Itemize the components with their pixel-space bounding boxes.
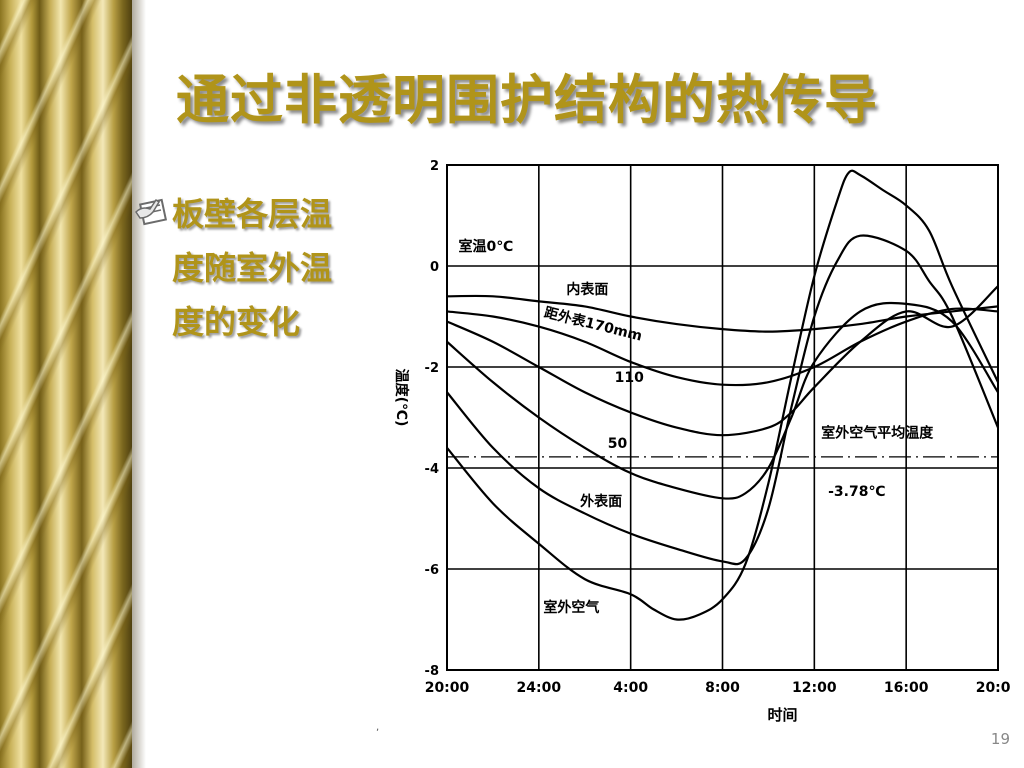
y-tick-label: 0 xyxy=(430,260,439,275)
series-line xyxy=(446,169,999,621)
y-tick-label: -2 xyxy=(425,361,439,376)
y-axis-label: 温度(℃) xyxy=(393,369,410,427)
bullet-line: 度的变化 xyxy=(172,303,301,341)
x-tick-label: 16:00 xyxy=(884,680,929,696)
reference-value-label: -3.78℃ xyxy=(828,484,885,500)
series-label: 110 xyxy=(615,370,644,386)
x-tick-label: 24:00 xyxy=(517,680,562,696)
x-axis-label: 时间 xyxy=(767,706,797,724)
series-label: 内表面 xyxy=(566,281,608,298)
bullet-line: 板壁各层温 xyxy=(172,195,333,233)
x-tick-label: 20:00 xyxy=(425,680,470,696)
series-line xyxy=(446,234,1000,566)
stray-mark: , xyxy=(376,722,380,733)
y-tick-label: 2 xyxy=(430,159,439,174)
x-tick-label: 4:00 xyxy=(613,680,648,696)
temperature-chart: 20:00 24:00 4:00 8:00 12:00 16:00 20:00 2 0 -2 -4 -… xyxy=(393,159,1010,724)
sidebar-shadow xyxy=(132,0,146,768)
series-line xyxy=(446,285,999,437)
page-number: 19 xyxy=(990,730,1010,748)
slide-title: 通过非透明围护结构的热传导 xyxy=(176,70,878,131)
y-tick-label: -8 xyxy=(425,664,439,679)
reference-line-label: 室外空气平均温度 xyxy=(821,425,934,442)
x-tick-label: 20:00 xyxy=(976,680,1010,696)
bullet-text: 板壁各层温 度随室外温 度的变化 xyxy=(172,187,382,349)
bullet-line: 度随室外温 xyxy=(172,249,333,287)
series-label: 室外空气 xyxy=(543,599,599,616)
y-tick-label: -6 xyxy=(425,563,439,578)
x-tick-label: 8:00 xyxy=(705,680,740,696)
series-line xyxy=(446,294,999,333)
series-line xyxy=(446,301,999,500)
series-label: 50 xyxy=(608,436,628,452)
decorative-sidebar xyxy=(0,0,132,768)
annotation-room-temp: 室温0℃ xyxy=(458,238,513,255)
hand-writing-icon xyxy=(135,198,168,226)
y-tick-label: -4 xyxy=(425,462,439,477)
series-line xyxy=(446,307,999,387)
series-label: 外表面 xyxy=(580,493,622,510)
x-tick-label: 12:00 xyxy=(792,680,837,696)
